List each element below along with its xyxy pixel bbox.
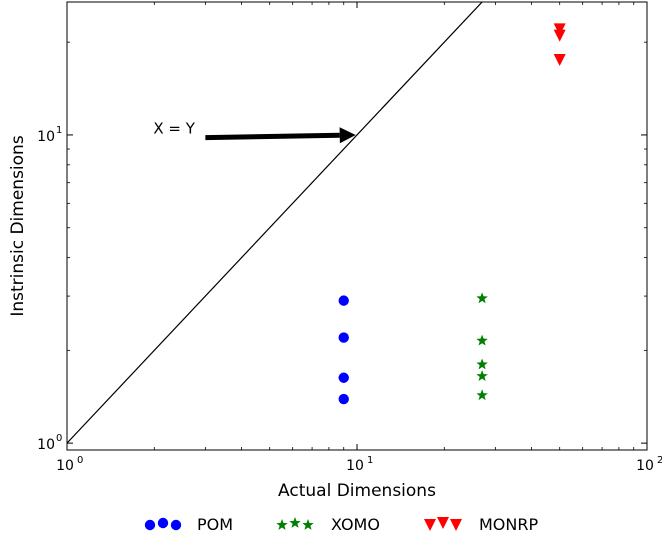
annotation-arrow-shaft — [205, 132, 340, 141]
data-point-pom — [338, 372, 349, 383]
legend-marker-pom — [144, 519, 156, 531]
data-point-monrp — [553, 29, 566, 42]
x-tick-exponent: 2 — [657, 455, 662, 466]
data-point-xomo — [476, 389, 488, 401]
x-tick-exponent: 1 — [367, 455, 373, 466]
legend-label-monrp: MONRP — [479, 515, 538, 534]
x-tick-label: 10 — [636, 458, 654, 474]
plot-frame — [66, 1, 648, 451]
legend: POM XOMO MONRP — [144, 515, 538, 534]
y-axis-label: Instrinsic Dimensions — [8, 135, 28, 316]
y-tick-label: 10 — [37, 129, 55, 145]
annotation-arrow-head — [339, 127, 356, 144]
legend-marker-pom — [170, 519, 182, 531]
data-point-xomo — [476, 370, 488, 381]
data-point-monrp — [553, 23, 566, 36]
data-point-pom — [338, 332, 349, 343]
plot-area: 10 0 10 1 10 210 010 1 X = Y — [37, 1, 662, 474]
data-point-xomo — [476, 358, 488, 370]
legend-label-pom: POM — [197, 515, 233, 534]
y-tick-label: 10 — [37, 437, 55, 453]
data-point-pom — [338, 295, 349, 306]
x-tick-label: 10 — [346, 458, 364, 474]
x-tick-label: 10 — [56, 458, 74, 474]
x-axis-label: Actual Dimensions — [278, 481, 436, 501]
data-point-pom — [338, 393, 349, 405]
data-point-monrp — [553, 54, 566, 67]
x-tick-exponent: 0 — [77, 455, 83, 466]
annotation-text: X = Y — [153, 120, 195, 138]
y-tick-exponent: 1 — [56, 125, 62, 136]
legend-marker-xomo — [302, 519, 314, 530]
legend-marker-monrp — [424, 519, 436, 531]
legend-marker-monrp — [437, 517, 449, 529]
legend-marker-pom — [157, 517, 169, 529]
y-tick-exponent: 0 — [56, 433, 62, 444]
legend-marker-xomo — [276, 519, 288, 530]
legend-marker-xomo — [289, 517, 301, 528]
legend-label-xomo: XOMO — [331, 515, 380, 534]
reference-line-x-equals-y — [67, 2, 483, 444]
data-point-xomo — [476, 292, 488, 304]
legend-marker-monrp — [450, 519, 462, 531]
data-point-xomo — [476, 334, 488, 346]
